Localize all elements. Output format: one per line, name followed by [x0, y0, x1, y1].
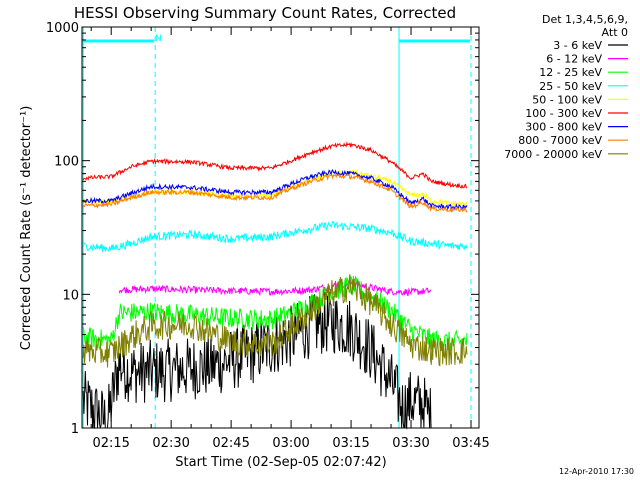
- series-line: [82, 169, 468, 211]
- series-lines: [82, 141, 468, 430]
- chart-title: HESSI Observing Summary Count Rates, Cor…: [74, 4, 456, 22]
- y-tick-label: 1000: [46, 21, 79, 36]
- legend-label: 100 - 300 keV: [525, 107, 602, 120]
- legend-label: 50 - 100 keV: [532, 93, 602, 106]
- legend-label: 7000 - 20000 keV: [504, 148, 602, 161]
- x-axis-label: Start Time (02-Sep-05 02:07:42): [175, 455, 386, 470]
- legend-title-line-1: Det 1,3,4,5,6,9,: [542, 13, 628, 26]
- legend-label: 12 - 25 keV: [539, 66, 602, 79]
- series-line: [82, 274, 468, 368]
- day-interval-markers: [82, 27, 472, 428]
- x-tick-label: 03:00: [272, 436, 309, 451]
- x-tick-label: 02:45: [212, 436, 249, 451]
- flag-label: N: [155, 34, 162, 44]
- plot-frame: [81, 26, 480, 429]
- series-line: [82, 220, 468, 252]
- y-tick-label: 1: [71, 422, 79, 437]
- y-axis-label: Corrected Count Rate (s⁻¹ detector⁻¹): [19, 106, 34, 351]
- series-line: [82, 173, 468, 214]
- y-tick-label: 100: [54, 155, 79, 170]
- x-tick-label: 03:45: [452, 436, 489, 451]
- x-tick-label: 02:15: [92, 436, 129, 451]
- y-tick-label: 10: [62, 288, 79, 303]
- x-tick-label: 02:30: [152, 436, 189, 451]
- legend-label: 3 - 6 keV: [553, 39, 602, 52]
- legend-label: 6 - 12 keV: [546, 53, 602, 66]
- series-line: [82, 141, 468, 189]
- legend-label: 25 - 50 keV: [539, 80, 602, 93]
- legend-title-line-2: Att 0: [602, 26, 628, 39]
- legend-label: 800 - 7000 keV: [518, 134, 602, 147]
- x-tick-label: 03:30: [392, 436, 429, 451]
- series-line: [82, 291, 432, 430]
- series-line: [118, 279, 432, 297]
- series-line: [82, 275, 468, 352]
- axes: 02:15 02:30 02:45 03:00 03:15 03:30 03:45 1 10 10…: [46, 21, 490, 451]
- legend-label: 300 - 800 keV: [525, 121, 602, 134]
- x-tick-label: 03:15: [332, 436, 369, 451]
- footer-timestamp: 12-Apr-2010 17:30: [559, 467, 634, 476]
